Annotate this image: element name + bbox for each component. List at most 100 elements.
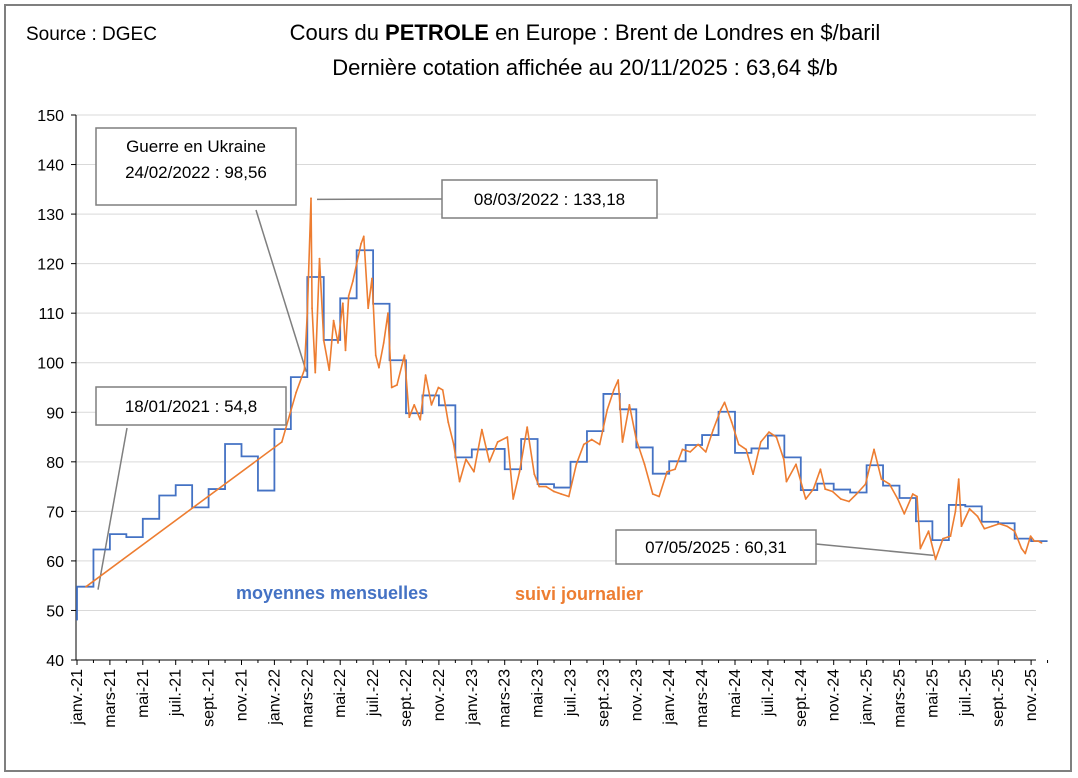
series-monthly-line	[76, 249, 1048, 621]
daily-point	[617, 379, 620, 381]
daily-point	[378, 366, 380, 369]
daily-point	[919, 547, 922, 550]
chart-title: Cours du PETROLE en Europe : Brent de Lo…	[170, 20, 1000, 46]
daily-point	[864, 483, 867, 486]
daily-point	[745, 448, 748, 451]
daily-point	[976, 515, 979, 518]
x-tick-label: mai-25	[924, 669, 941, 718]
daily-point	[488, 460, 491, 463]
daily-point	[387, 312, 389, 315]
x-tick-label: janv.-21	[69, 669, 86, 726]
daily-point	[983, 527, 986, 530]
daily-point	[723, 401, 726, 404]
daily-point	[318, 257, 321, 260]
daily-point	[512, 498, 515, 500]
x-axis-ticks: janv.-21 mars-21 mai-21 juil.-21 sept.-21 nov…	[69, 660, 1049, 728]
x-tick-label: nov.-24	[826, 669, 843, 721]
daily-point	[896, 498, 899, 500]
daily-point	[681, 448, 684, 451]
x-tick-label: mars-22	[299, 669, 316, 728]
annotation-2021-box	[95, 386, 287, 426]
annotation-leader	[815, 543, 934, 557]
daily-point	[1037, 540, 1040, 542]
daily-point	[628, 403, 631, 406]
y-tick-label: 50	[46, 603, 64, 620]
daily-point	[916, 495, 918, 498]
daily-point	[1013, 530, 1016, 533]
daily-point	[344, 349, 347, 352]
x-tick-label: juil.-24	[760, 669, 777, 717]
daily-point	[306, 312, 309, 315]
daily-point	[712, 428, 715, 431]
x-tick-label: mai-23	[530, 669, 547, 718]
daily-point	[795, 463, 797, 466]
daily-point	[314, 371, 317, 374]
daily-point	[437, 386, 440, 389]
annotation-peak-box	[441, 179, 658, 219]
daily-point	[934, 558, 937, 561]
daily-point	[496, 441, 499, 443]
annotation-2025-box	[615, 529, 817, 565]
daily-point	[704, 451, 707, 453]
daily-point	[960, 525, 963, 528]
daily-point	[367, 307, 370, 310]
title-bold: PETROLE	[385, 20, 489, 45]
daily-point	[782, 458, 785, 461]
daily-point	[775, 436, 778, 438]
daily-point	[452, 443, 455, 446]
y-axis-ticks: 40 50 60 70 80 90 100 110 120 130 140 150	[37, 108, 76, 670]
daily-point	[419, 418, 422, 421]
daily-point	[697, 443, 700, 446]
daily-point	[447, 421, 450, 424]
y-tick-label: 90	[46, 405, 64, 422]
daily-point	[303, 368, 306, 371]
daily-point	[347, 294, 350, 297]
x-tick-label: janv.-24	[661, 669, 678, 726]
daily-point	[888, 483, 891, 486]
daily-point	[730, 421, 733, 424]
x-tick-label: janv.-22	[266, 669, 283, 726]
x-tick-label: juil.-23	[563, 669, 580, 717]
daily-point	[819, 468, 822, 471]
daily-point	[651, 493, 654, 495]
y-tick-label: 140	[37, 158, 64, 175]
daily-point	[957, 478, 960, 481]
y-tick-label: 100	[37, 356, 64, 373]
series-group	[76, 197, 1048, 621]
x-tick-label: sept.-22	[398, 669, 415, 727]
daily-point	[998, 522, 1001, 525]
daily-point	[403, 354, 406, 357]
daily-point	[903, 512, 906, 515]
x-tick-label: juil.-25	[957, 669, 974, 717]
daily-point	[553, 490, 555, 493]
daily-point	[598, 443, 601, 446]
daily-point	[1033, 540, 1036, 542]
x-tick-label: nov.-22	[431, 669, 448, 721]
x-tick-label: nov.-25	[1023, 669, 1040, 721]
daily-point	[855, 493, 858, 495]
daily-point	[911, 493, 914, 495]
x-tick-label: juil.-22	[365, 669, 382, 717]
daily-point	[352, 280, 354, 282]
x-tick-label: sept.-25	[990, 669, 1007, 727]
daily-point	[880, 478, 883, 481]
daily-point	[465, 458, 467, 461]
daily-point	[1006, 525, 1008, 528]
daily-point	[582, 443, 585, 446]
annotation-leaders	[97, 198, 934, 590]
daily-point	[533, 473, 536, 476]
daily-point	[382, 342, 385, 344]
daily-point	[666, 470, 668, 473]
annotation-leader	[255, 209, 308, 373]
annotation-boxes: 18/01/2021 : 54,8 Guerre en Ukraine 24/02/…	[95, 127, 817, 565]
daily-point	[310, 197, 312, 200]
y-tick-label: 110	[38, 306, 64, 323]
daily-point	[990, 525, 993, 528]
daily-point	[689, 451, 692, 453]
x-tick-label: mars-21	[102, 669, 119, 728]
series-labels: moyennes mensuelles suivi journalier	[236, 583, 643, 604]
x-tick-label: mai-21	[135, 669, 152, 718]
x-tick-label: juil.-21	[168, 669, 185, 717]
daily-point	[480, 428, 483, 431]
daily-point	[1029, 535, 1032, 538]
